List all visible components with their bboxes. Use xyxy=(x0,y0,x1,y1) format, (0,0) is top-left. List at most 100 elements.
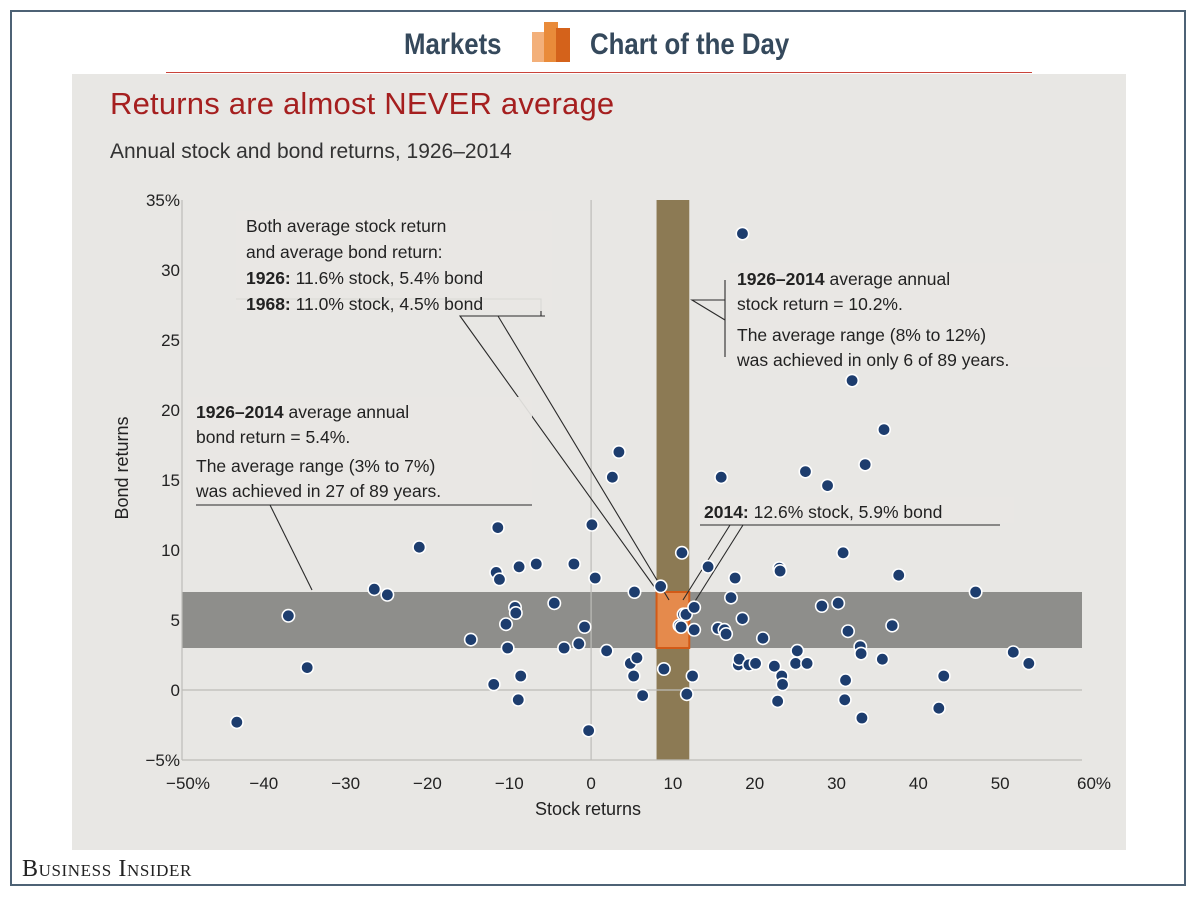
data-point xyxy=(588,570,603,585)
data-point xyxy=(788,656,803,671)
annotation-background xyxy=(730,263,1110,367)
x-tick-label: −10 xyxy=(495,774,524,793)
data-point xyxy=(380,587,395,602)
header-chart-of-the-day-label: Chart of the Day xyxy=(590,28,790,61)
y-tick-label: −5% xyxy=(146,751,181,770)
data-point xyxy=(876,422,891,437)
x-tick-label: 10 xyxy=(663,774,682,793)
annotation-leader-line xyxy=(691,524,744,607)
data-point xyxy=(831,596,846,611)
data-point xyxy=(605,470,620,485)
annotation-avg-both-line: 1926: 11.6% stock, 5.4% bond xyxy=(246,268,483,288)
data-point xyxy=(529,556,544,571)
annotation-y2014-line: 2014: 12.6% stock, 5.9% bond xyxy=(704,502,942,522)
data-point xyxy=(770,694,785,709)
data-point xyxy=(685,668,700,683)
data-point xyxy=(820,478,835,493)
data-point xyxy=(653,579,668,594)
bar-chart-logo-icon xyxy=(532,22,570,62)
data-point xyxy=(775,677,790,692)
annotation-avg-both-line: Both average stock return xyxy=(246,216,446,236)
data-point xyxy=(281,608,296,623)
data-point xyxy=(837,692,852,707)
data-point xyxy=(800,656,815,671)
y-tick-label: 0 xyxy=(171,681,180,700)
y-axis-label: Bond returns xyxy=(112,416,132,519)
annotation-bond-avg-line: was achieved in 27 of 89 years. xyxy=(195,481,441,501)
x-tick-label: −30 xyxy=(331,774,360,793)
data-point xyxy=(755,631,770,646)
x-tick-label: 60% xyxy=(1077,774,1111,793)
data-point xyxy=(748,656,763,671)
annotation-bond-avg-line: The average range (3% to 7%) xyxy=(196,456,435,476)
data-point xyxy=(490,520,505,535)
header-rule xyxy=(166,72,1032,73)
outer-frame xyxy=(10,10,1186,886)
annotation-stock-avg-line: The average range (8% to 12%) xyxy=(737,325,986,345)
x-tick-label: −40 xyxy=(249,774,278,793)
y-tick-label: 25 xyxy=(161,331,180,350)
x-tick-label: 30 xyxy=(827,774,846,793)
y-tick-label: 35% xyxy=(146,191,180,210)
data-point xyxy=(571,636,586,651)
header: Markets Chart of the Day xyxy=(0,14,1200,70)
y-tick-label: 30 xyxy=(161,261,180,280)
data-point xyxy=(498,617,513,632)
data-point xyxy=(300,660,315,675)
data-point xyxy=(728,570,743,585)
data-point xyxy=(701,559,716,574)
business-insider-logo: Business Insider xyxy=(22,856,192,882)
data-point xyxy=(656,661,671,676)
data-point xyxy=(367,582,382,597)
annotation-stock-avg-line: stock return = 10.2%. xyxy=(737,294,903,314)
data-point xyxy=(891,568,906,583)
data-point xyxy=(735,226,750,241)
chart-subtitle: Annual stock and bond returns, 1926–2014 xyxy=(110,140,512,163)
data-point xyxy=(687,622,702,637)
x-tick-label: −50% xyxy=(166,774,210,793)
data-point xyxy=(854,646,869,661)
y-tick-label: 20 xyxy=(161,401,180,420)
data-point xyxy=(931,701,946,716)
data-point xyxy=(1021,656,1036,671)
data-point xyxy=(674,545,689,560)
data-point xyxy=(229,715,244,730)
data-point xyxy=(626,668,641,683)
data-point xyxy=(508,605,523,620)
data-point xyxy=(936,668,951,683)
data-point xyxy=(854,710,869,725)
data-point xyxy=(635,688,650,703)
data-point xyxy=(512,559,527,574)
data-point xyxy=(767,659,782,674)
data-point xyxy=(486,677,501,692)
data-point xyxy=(735,611,750,626)
data-point xyxy=(547,596,562,611)
data-point xyxy=(629,650,644,665)
data-point xyxy=(714,470,729,485)
data-point xyxy=(611,444,626,459)
x-axis-label: Stock returns xyxy=(535,799,641,819)
annotation-background xyxy=(698,497,1014,523)
data-point xyxy=(679,687,694,702)
x-tick-label: 0 xyxy=(586,774,595,793)
annotation-leader-line xyxy=(458,315,659,593)
data-point xyxy=(599,643,614,658)
header-markets-label: Markets xyxy=(404,28,502,61)
data-point xyxy=(500,640,515,655)
annotation-background xyxy=(188,397,532,503)
annotation-background xyxy=(236,211,552,311)
data-point xyxy=(584,517,599,532)
data-point xyxy=(773,563,788,578)
annotation-avg-both-line: 1968: 11.0% stock, 4.5% bond xyxy=(246,294,483,314)
data-point xyxy=(723,590,738,605)
data-point xyxy=(513,668,528,683)
y-tick-label: 5 xyxy=(171,611,180,630)
annotation-bond-avg-line: 1926–2014 average annual xyxy=(196,402,409,422)
annotation-stock-avg-line: 1926–2014 average annual xyxy=(737,269,950,289)
data-point xyxy=(463,632,478,647)
data-point xyxy=(581,723,596,738)
x-tick-label: 40 xyxy=(909,774,928,793)
data-point xyxy=(719,626,734,641)
annotation-avg-both-line: and average bond return: xyxy=(246,242,443,262)
